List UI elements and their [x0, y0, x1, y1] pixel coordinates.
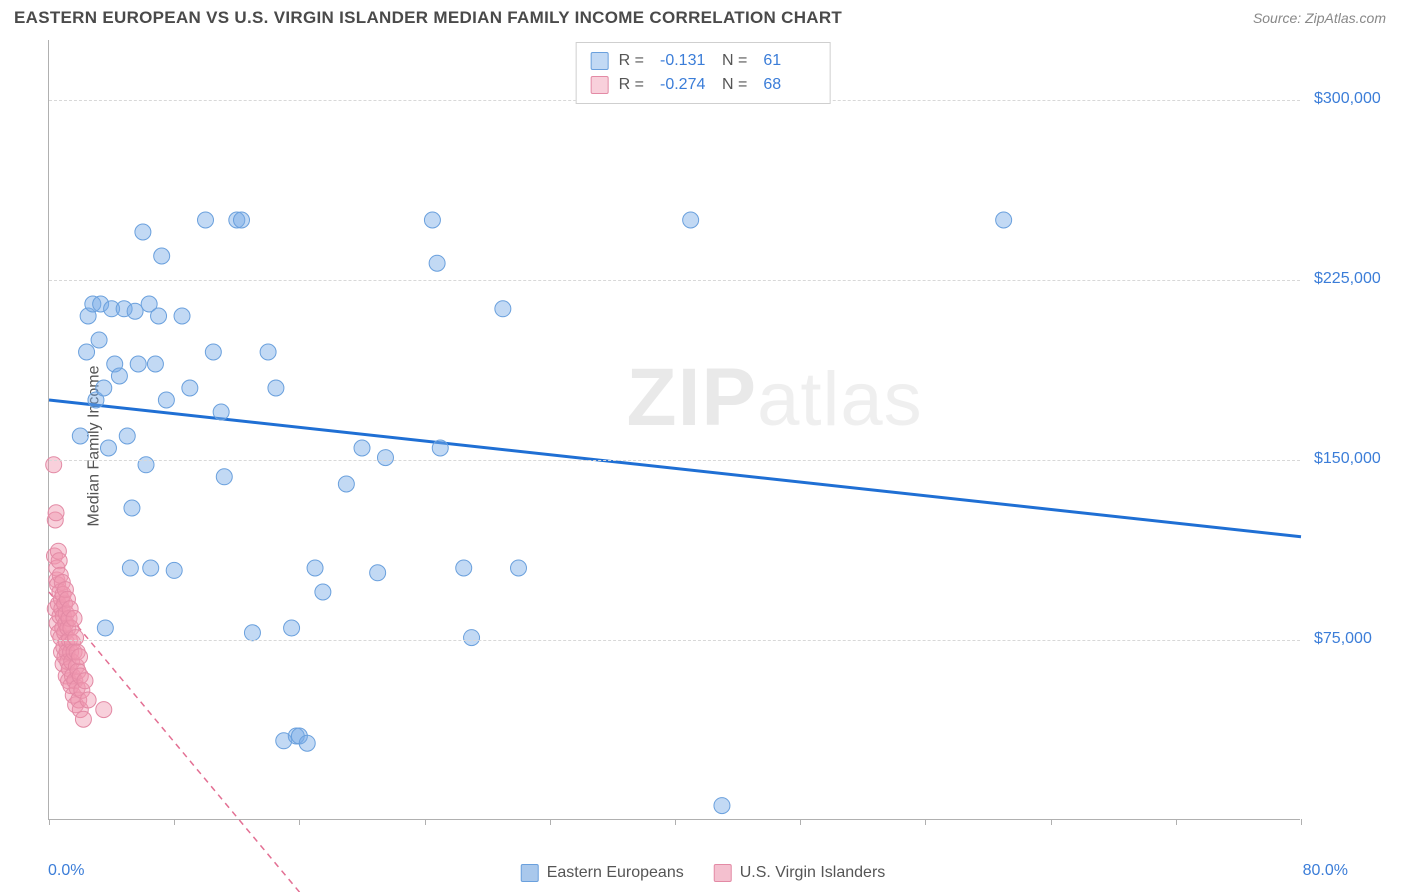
data-point-series-0 — [354, 440, 370, 456]
data-point-series-0 — [97, 620, 113, 636]
data-point-series-0 — [377, 450, 393, 466]
data-point-series-0 — [122, 560, 138, 576]
swatch-series-0 — [591, 52, 609, 70]
data-point-series-1 — [96, 702, 112, 718]
data-point-series-1 — [72, 649, 88, 665]
data-point-series-0 — [432, 440, 448, 456]
data-point-series-0 — [284, 620, 300, 636]
y-tick-label: $75,000 — [1314, 630, 1372, 648]
x-tick — [1176, 819, 1177, 825]
data-point-series-1 — [68, 630, 84, 646]
data-point-series-0 — [338, 476, 354, 492]
data-point-series-0 — [143, 560, 159, 576]
data-point-series-0 — [996, 212, 1012, 228]
r-value-1: -0.274 — [660, 73, 712, 97]
x-tick — [925, 819, 926, 825]
x-tick — [299, 819, 300, 825]
n-value-0: 61 — [763, 49, 815, 73]
swatch-series-1 — [591, 76, 609, 94]
stats-row-series-1: R =-0.274 N =68 — [591, 73, 816, 97]
data-point-series-0 — [205, 344, 221, 360]
data-point-series-1 — [51, 553, 67, 569]
data-point-series-0 — [683, 212, 699, 228]
trend-line-series-0 — [49, 400, 1301, 537]
y-tick-label: $225,000 — [1314, 270, 1381, 288]
data-point-series-0 — [213, 404, 229, 420]
data-point-series-1 — [48, 505, 64, 521]
data-point-series-0 — [299, 735, 315, 751]
x-tick — [550, 819, 551, 825]
series-legend: Eastern Europeans U.S. Virgin Islanders — [521, 864, 886, 882]
x-tick — [1301, 819, 1302, 825]
data-point-series-0 — [370, 565, 386, 581]
stats-row-series-0: R =-0.131 N =61 — [591, 49, 816, 73]
data-point-series-0 — [429, 255, 445, 271]
data-point-series-0 — [147, 356, 163, 372]
legend-item-1: U.S. Virgin Islanders — [714, 864, 886, 882]
data-point-series-0 — [124, 500, 140, 516]
data-point-series-0 — [268, 380, 284, 396]
x-tick — [49, 819, 50, 825]
x-tick — [675, 819, 676, 825]
gridline-h — [49, 640, 1300, 641]
x-axis-max-label: 80.0% — [1303, 862, 1348, 880]
data-point-series-0 — [495, 301, 511, 317]
data-point-series-1 — [80, 692, 96, 708]
trend-line-series-1 — [49, 592, 1301, 892]
stats-legend: R =-0.131 N =61 R =-0.274 N =68 — [576, 42, 831, 104]
data-point-series-0 — [111, 368, 127, 384]
data-point-series-1 — [77, 673, 93, 689]
data-point-series-0 — [182, 380, 198, 396]
data-point-series-1 — [75, 711, 91, 727]
scatter-svg — [49, 40, 1300, 819]
gridline-h — [49, 460, 1300, 461]
data-point-series-0 — [127, 303, 143, 319]
r-value-0: -0.131 — [660, 49, 712, 73]
data-point-series-0 — [216, 469, 232, 485]
data-point-series-0 — [233, 212, 249, 228]
data-point-series-0 — [130, 356, 146, 372]
source-label: Source: ZipAtlas.com — [1253, 10, 1386, 26]
data-point-series-0 — [307, 560, 323, 576]
data-point-series-0 — [166, 562, 182, 578]
gridline-h — [49, 280, 1300, 281]
n-value-1: 68 — [763, 73, 815, 97]
x-tick — [800, 819, 801, 825]
legend-label-1: U.S. Virgin Islanders — [740, 864, 886, 882]
x-axis-min-label: 0.0% — [48, 862, 84, 880]
data-point-series-0 — [315, 584, 331, 600]
legend-swatch-0 — [521, 864, 539, 882]
x-tick — [1051, 819, 1052, 825]
x-tick — [425, 819, 426, 825]
legend-item-0: Eastern Europeans — [521, 864, 684, 882]
x-tick — [174, 819, 175, 825]
y-tick-label: $150,000 — [1314, 450, 1381, 468]
data-point-series-0 — [456, 560, 472, 576]
data-point-series-0 — [96, 380, 112, 396]
data-point-series-0 — [198, 212, 214, 228]
data-point-series-0 — [79, 344, 95, 360]
data-point-series-0 — [464, 630, 480, 646]
data-point-series-0 — [424, 212, 440, 228]
chart-title: EASTERN EUROPEAN VS U.S. VIRGIN ISLANDER… — [14, 8, 842, 28]
chart-plot-area: ZIPatlas — [48, 40, 1300, 820]
data-point-series-0 — [511, 560, 527, 576]
data-point-series-0 — [135, 224, 151, 240]
data-point-series-0 — [72, 428, 88, 444]
data-point-series-0 — [100, 440, 116, 456]
data-point-series-0 — [91, 332, 107, 348]
data-point-series-0 — [154, 248, 170, 264]
data-point-series-0 — [158, 392, 174, 408]
data-point-series-1 — [66, 610, 82, 626]
data-point-series-0 — [119, 428, 135, 444]
data-point-series-0 — [714, 798, 730, 814]
data-point-series-0 — [260, 344, 276, 360]
data-point-series-0 — [174, 308, 190, 324]
data-point-series-0 — [244, 625, 260, 641]
y-tick-label: $300,000 — [1314, 90, 1381, 108]
legend-label-0: Eastern Europeans — [547, 864, 684, 882]
legend-swatch-1 — [714, 864, 732, 882]
data-point-series-0 — [151, 308, 167, 324]
